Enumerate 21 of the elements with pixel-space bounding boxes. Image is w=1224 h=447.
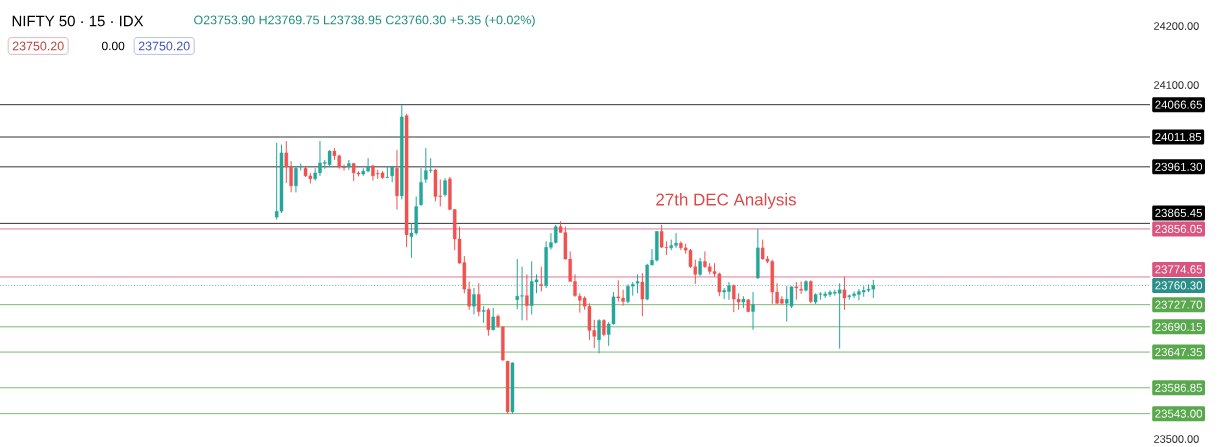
y-tick-label: 24100.00 bbox=[1154, 81, 1199, 89]
annotation: 23750.20 bbox=[138, 41, 190, 51]
ref-line-label: 23865.45 bbox=[1155, 208, 1203, 217]
ref-line-label: 23727.70 bbox=[1155, 300, 1203, 309]
ref-line-label: 23586.85 bbox=[1155, 383, 1203, 392]
chart-title: NIFTY 50 · 15 · IDX bbox=[12, 15, 144, 27]
ref-line-label: 23760.30 bbox=[1155, 281, 1203, 290]
ref-line-label: 24011.85 bbox=[1155, 132, 1202, 142]
annotation: 0.00 bbox=[101, 41, 125, 51]
annotation: 27th DEC Analysis bbox=[656, 193, 796, 209]
ref-line-label: 23647.35 bbox=[1155, 348, 1203, 357]
ref-line-label: 23774.65 bbox=[1155, 265, 1203, 274]
y-tick-label: 23500.00 bbox=[1154, 435, 1199, 443]
ref-line-label: 23961.30 bbox=[1155, 162, 1203, 171]
ref-line-label: 24066.65 bbox=[1155, 100, 1203, 109]
chart-subtitle: O23753.90 H23769.75 L23738.95 C23760.30 +5.35 (+0.02%) bbox=[194, 15, 535, 27]
ref-line-label: 23690.15 bbox=[1155, 322, 1203, 331]
annotation: 23750.20 bbox=[12, 41, 64, 51]
ref-line-label: 23543.00 bbox=[1155, 409, 1203, 418]
ref-line-label: 23856.05 bbox=[1155, 224, 1203, 233]
y-tick-label: 24200.00 bbox=[1154, 22, 1199, 30]
